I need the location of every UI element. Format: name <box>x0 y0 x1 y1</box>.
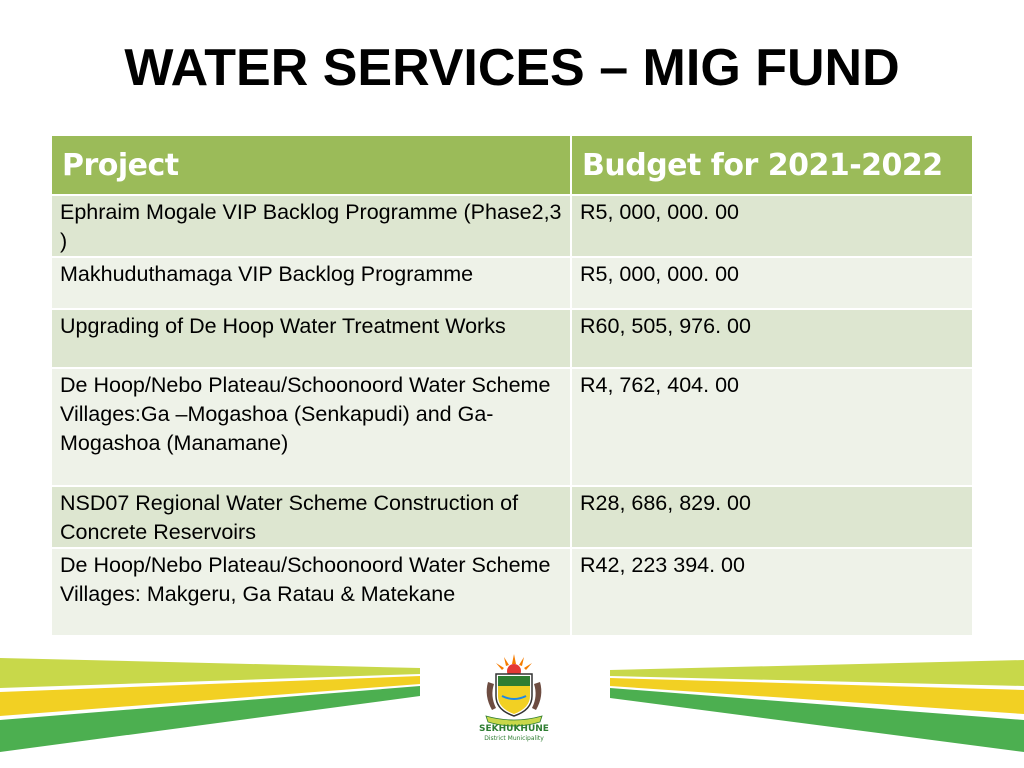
left-stripe-yellow <box>0 676 420 716</box>
column-header-project: Project <box>52 136 572 196</box>
table-row: Upgrading of De Hoop Water Treatment Wor… <box>52 309 972 369</box>
table-row: De Hoop/Nebo Plateau/Schoonoord Water Sc… <box>52 548 972 637</box>
budget-cell: R42, 223 394. 00 <box>571 548 972 637</box>
budget-table: Project Budget for 2021-2022 Ephraim Mog… <box>52 136 972 637</box>
decorative-footer-stripes <box>0 658 1024 752</box>
table-row: De Hoop/Nebo Plateau/Schoonoord Water Sc… <box>52 368 972 487</box>
project-cell: De Hoop/Nebo Plateau/Schoonoord Water Sc… <box>52 368 572 487</box>
budget-cell: R5, 000, 000. 00 <box>571 257 972 310</box>
table-header-row: Project Budget for 2021-2022 <box>52 136 972 196</box>
project-cell: NSD07 Regional Water Scheme Construction… <box>52 486 572 549</box>
sun-rays <box>496 654 532 670</box>
budget-cell: R4, 762, 404. 00 <box>571 368 972 487</box>
right-stripe-yellow <box>610 678 1024 714</box>
project-cell: Upgrading of De Hoop Water Treatment Wor… <box>52 309 572 369</box>
municipal-crest-icon <box>485 654 543 727</box>
page-title: WATER SERVICES – MIG FUND <box>124 39 900 97</box>
budget-cell: R60, 505, 976. 00 <box>571 309 972 369</box>
project-cell: Makhuduthamaga VIP Backlog Programme <box>52 257 572 310</box>
table-row: NSD07 Regional Water Scheme Construction… <box>52 486 972 549</box>
budget-cell: R5, 000, 000. 00 <box>571 195 972 258</box>
logo-name: SEKHUKHUNE <box>479 724 549 734</box>
table-row: Ephraim Mogale VIP Backlog Programme (Ph… <box>52 195 972 258</box>
table-row: Makhuduthamaga VIP Backlog Programme R5,… <box>52 257 972 310</box>
project-cell: Ephraim Mogale VIP Backlog Programme (Ph… <box>52 195 572 258</box>
budget-cell: R28, 686, 829. 00 <box>571 486 972 549</box>
logo-subtitle: District Municipality <box>484 735 544 742</box>
logo-wordmark: SEKHUKHUNE District Municipality <box>468 724 560 744</box>
project-cell: De Hoop/Nebo Plateau/Schoonoord Water Sc… <box>52 548 572 637</box>
left-stripe-green <box>0 686 420 752</box>
right-stripe-green <box>610 688 1024 752</box>
column-header-budget: Budget for 2021-2022 <box>571 136 972 196</box>
left-stripe-lightgreen <box>0 658 420 688</box>
right-stripe-lightgreen <box>610 660 1024 686</box>
